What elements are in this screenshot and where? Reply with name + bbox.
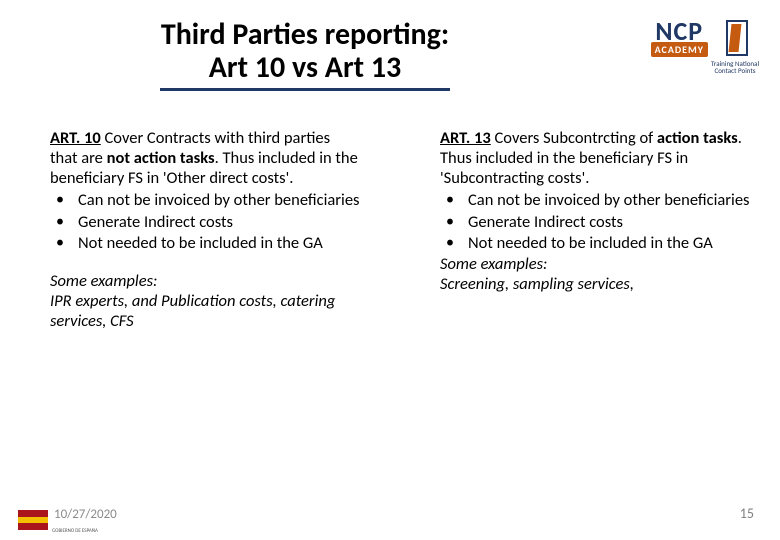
art13-heading: ART. 13 (440, 128, 491, 148)
art13-body-1: Covers Subcontrcting of (491, 128, 657, 148)
art13-lead: ART. 13 Covers Subcontrcting of action t… (440, 128, 750, 188)
examples-text: IPR experts, and Publication costs, cate… (50, 291, 335, 331)
ministry-text: GOBIERNO DE ESPAÑA (52, 529, 112, 534)
list-item: Not needed to be included in the GA (440, 233, 750, 253)
examples-text: Screening, sampling services, (440, 274, 634, 294)
art13-examples: Some examples: Screening, sampling servi… (440, 254, 750, 294)
flag-stripe (18, 517, 48, 524)
title-block: Third Parties reporting: Art 10 vs Art 1… (90, 18, 520, 91)
footer-date: 10/27/2020 (54, 507, 117, 522)
list-item: Can not be invoiced by other beneficiari… (440, 190, 750, 210)
col-art13: ART. 13 Covers Subcontrcting of action t… (440, 128, 750, 331)
examples-label: Some examples: (440, 254, 547, 274)
art13-bold: action tasks (657, 128, 738, 148)
examples-label: Some examples: (50, 271, 157, 291)
art10-bold: not action tasks (107, 148, 215, 168)
logo-right: Training National Contact Points (710, 20, 760, 74)
art10-lead: ART. 10 Cover Contracts with third parti… (50, 128, 360, 188)
art13-bullets: Can not be invoiced by other beneficiari… (440, 190, 750, 252)
art10-examples: Some examples: IPR experts, and Publicat… (50, 271, 360, 331)
flag-stripe (18, 523, 48, 530)
slide: Third Parties reporting: Art 10 vs Art 1… (0, 0, 780, 540)
list-item: Generate Indirect costs (440, 212, 750, 232)
list-item: Not needed to be included in the GA (50, 233, 360, 253)
title-line-2: Art 10 vs Art 13 (209, 49, 402, 86)
ncp-logo: NCP ACADEMY Training National Contact Po… (651, 20, 760, 74)
col-art10: ART. 10 Cover Contracts with third parti… (50, 128, 360, 331)
content-columns: ART. 10 Cover Contracts with third parti… (50, 128, 750, 331)
logo-brand: NCP (655, 20, 703, 42)
list-item: Generate Indirect costs (50, 212, 360, 232)
title-line-1: Third Parties reporting: (161, 16, 449, 53)
logo-subbrand: ACADEMY (651, 42, 708, 57)
footer-page-number: 15 (740, 505, 754, 522)
slide-title: Third Parties reporting: Art 10 vs Art 1… (90, 18, 520, 84)
art10-heading: ART. 10 (50, 128, 101, 148)
logo-tagline: Training National Contact Points (710, 60, 760, 74)
logo-main: NCP ACADEMY (651, 20, 708, 57)
art10-bullets: Can not be invoiced by other beneficiari… (50, 190, 360, 252)
spain-flag-icon (18, 510, 48, 530)
door-icon (726, 20, 748, 56)
title-underline (160, 88, 450, 91)
list-item: Can not be invoiced by other beneficiari… (50, 190, 360, 210)
flag-stripe (18, 510, 48, 517)
